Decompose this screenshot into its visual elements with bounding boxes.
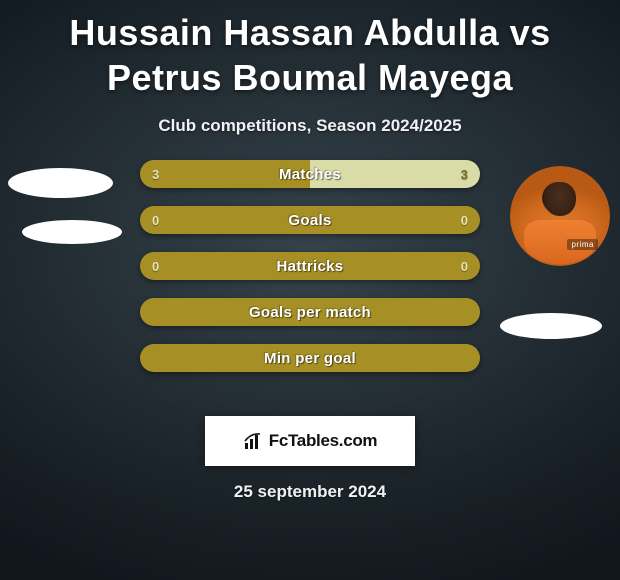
stat-row: Hattricks0 0: [140, 252, 480, 280]
stat-value-left: 0: [152, 206, 159, 234]
stat-value-right: 3: [461, 160, 468, 188]
stat-row: Min per goal: [140, 344, 480, 372]
logo-box[interactable]: FcTables.com: [205, 416, 415, 466]
logo-text: FcTables.com: [269, 431, 378, 451]
stat-value-left: 0: [152, 252, 159, 280]
avatar-image: [510, 166, 610, 266]
placeholder-ellipse: [8, 168, 113, 198]
sponsor-badge: prima: [567, 239, 598, 250]
stat-value-right: 0: [461, 206, 468, 234]
stat-value-right: 0: [461, 252, 468, 280]
stat-label: Matches: [140, 160, 480, 188]
date-text: 25 september 2024: [0, 482, 620, 502]
stat-label: Goals: [140, 206, 480, 234]
page-title: Hussain Hassan Abdulla vs Petrus Boumal …: [0, 0, 620, 100]
subtitle: Club competitions, Season 2024/2025: [0, 116, 620, 136]
stat-row: Matches3 3: [140, 160, 480, 188]
stat-row: Goals per match: [140, 298, 480, 326]
placeholder-ellipse: [22, 220, 122, 244]
placeholder-ellipse: [500, 313, 602, 339]
content: Hussain Hassan Abdulla vs Petrus Boumal …: [0, 0, 620, 580]
stat-label: Hattricks: [140, 252, 480, 280]
stat-value-left: 3: [152, 160, 159, 188]
stat-row: Goals0 0: [140, 206, 480, 234]
player-right-avatar: prima: [510, 166, 610, 266]
chart-icon: [243, 431, 263, 451]
stat-label: Min per goal: [140, 344, 480, 372]
stat-bars: Matches33Goals00Hattricks00Goals per mat…: [140, 160, 480, 390]
compare-area: prima Matches33Goals00Hattricks00Goals p…: [0, 168, 620, 398]
stat-label: Goals per match: [140, 298, 480, 326]
